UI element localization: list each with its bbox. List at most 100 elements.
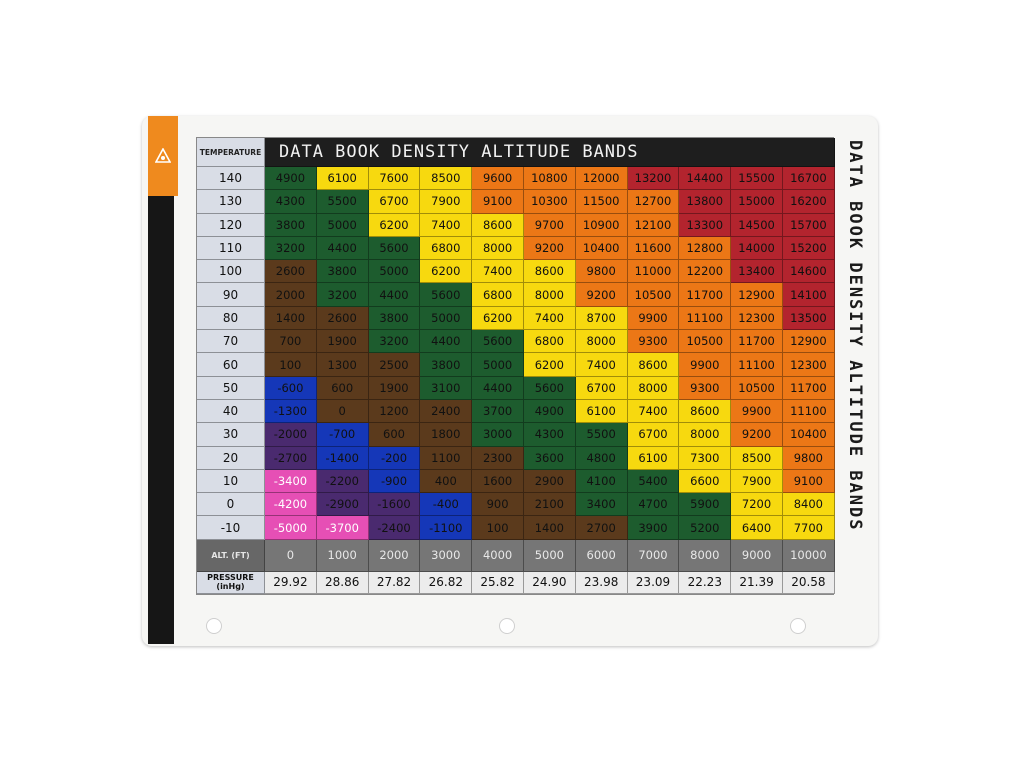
pressure-value: 21.39 — [731, 571, 783, 594]
black-edge-strip — [148, 196, 174, 644]
density-altitude-cell: 6600 — [679, 469, 732, 494]
density-altitude-cell: 11700 — [731, 330, 783, 354]
density-altitude-cell: 9900 — [627, 306, 680, 331]
density-altitude-cell: 8700 — [575, 306, 628, 331]
density-altitude-cell: 1100 — [420, 446, 473, 470]
density-altitude-cell: -400 — [420, 493, 473, 517]
density-altitude-cell: 5500 — [316, 190, 369, 214]
density-altitude-cell: 8000 — [523, 283, 576, 307]
density-altitude-cell: 3600 — [523, 446, 576, 470]
density-altitude-cell: 700 — [265, 330, 317, 354]
pressure-value: 29.92 — [265, 571, 317, 594]
density-altitude-cell: 3000 — [472, 423, 524, 447]
pressure-value: 28.86 — [316, 571, 369, 594]
density-altitude-cell: 8600 — [523, 260, 576, 284]
density-altitude-cell: 4400 — [316, 236, 369, 261]
density-altitude-cell: -2700 — [265, 446, 317, 470]
density-altitude-cell: 4900 — [523, 399, 576, 424]
density-altitude-cell: 9200 — [575, 283, 628, 307]
density-altitude-cell: 8600 — [679, 399, 732, 424]
altitude-tick: 3000 — [420, 539, 473, 572]
density-altitude-cell: 11500 — [575, 190, 628, 214]
density-altitude-cell: 1200 — [368, 399, 421, 424]
binder-hole-middle — [499, 618, 515, 634]
density-altitude-cell: -3400 — [265, 469, 317, 494]
density-altitude-cell: 11000 — [627, 260, 680, 284]
density-altitude-cell: 8000 — [575, 330, 628, 354]
density-altitude-cell: 5500 — [575, 423, 628, 447]
altitude-tick: 10000 — [782, 539, 835, 572]
density-altitude-cell: -5000 — [265, 516, 317, 540]
density-altitude-cell: -2200 — [316, 469, 369, 494]
density-altitude-cell: 3200 — [265, 236, 317, 261]
density-altitude-cell: 100 — [265, 353, 317, 377]
altitude-tick: 6000 — [575, 539, 628, 572]
side-title: DATA BOOK DENSITY ALTITUDE BANDS — [842, 140, 868, 580]
density-altitude-cell: 3700 — [472, 399, 524, 424]
altitude-tick: 1000 — [316, 539, 369, 572]
density-altitude-cell: 15000 — [731, 190, 783, 214]
density-altitude-cell: 4400 — [420, 330, 473, 354]
density-altitude-cell: 9600 — [472, 167, 524, 191]
density-altitude-cell: 15200 — [782, 236, 835, 261]
density-altitude-cell: 8400 — [782, 493, 835, 517]
pressure-label-line2: (inHg) — [216, 582, 245, 592]
density-altitude-cell: 3900 — [627, 516, 680, 540]
density-altitude-cell: 14500 — [731, 213, 783, 237]
temperature-label: 10 — [197, 469, 265, 494]
density-altitude-cell: 5600 — [368, 236, 421, 261]
density-altitude-cell: 13300 — [679, 213, 732, 237]
density-altitude-cell: 1400 — [523, 516, 576, 540]
pressure-value: 23.98 — [575, 571, 628, 594]
density-altitude-cell: 11100 — [782, 399, 835, 424]
density-altitude-cell: 9300 — [679, 376, 732, 400]
density-altitude-cell: 6100 — [316, 167, 369, 191]
density-altitude-cell: 14400 — [679, 167, 732, 191]
orange-edge-tab — [148, 116, 178, 196]
altitude-tick: 4000 — [472, 539, 524, 572]
density-altitude-cell: 12100 — [627, 213, 680, 237]
density-altitude-cell: 7400 — [472, 260, 524, 284]
density-altitude-cell: 6100 — [627, 446, 680, 470]
density-altitude-cell: 1600 — [472, 469, 524, 494]
temperature-label: 0 — [197, 493, 265, 517]
pressure-value: 25.82 — [472, 571, 524, 594]
density-altitude-cell: 5000 — [368, 260, 421, 284]
density-altitude-cell: 5900 — [679, 493, 732, 517]
density-altitude-cell: 3800 — [316, 260, 369, 284]
density-altitude-cell: 3800 — [265, 213, 317, 237]
density-altitude-cell: -1300 — [265, 399, 317, 424]
density-altitude-cell: 10500 — [679, 330, 732, 354]
density-altitude-cell: 6700 — [368, 190, 421, 214]
density-altitude-cell: 900 — [472, 493, 524, 517]
density-altitude-cell: 12300 — [782, 353, 835, 377]
density-altitude-cell: 12900 — [782, 330, 835, 354]
density-altitude-cell: -1400 — [316, 446, 369, 470]
density-altitude-cell: 1900 — [368, 376, 421, 400]
density-altitude-cell: 10900 — [575, 213, 628, 237]
density-altitude-cell: 4300 — [265, 190, 317, 214]
density-altitude-cell: 6700 — [627, 423, 680, 447]
density-altitude-cell: -3700 — [316, 516, 369, 540]
altitude-tick: 0 — [265, 539, 317, 572]
density-altitude-cell: 5000 — [316, 213, 369, 237]
density-altitude-cell: 0 — [316, 399, 369, 424]
pressure-row-label: PRESSURE (inHg) — [197, 571, 265, 594]
density-altitude-cell: 9200 — [523, 236, 576, 261]
density-altitude-cell: 6800 — [420, 236, 473, 261]
density-altitude-cell: 2500 — [368, 353, 421, 377]
pressure-value: 20.58 — [782, 571, 835, 594]
density-altitude-cell: 9900 — [679, 353, 732, 377]
density-altitude-cell: 16200 — [782, 190, 835, 214]
density-altitude-cell: 9100 — [472, 190, 524, 214]
side-title-text: DATA BOOK DENSITY ALTITUDE BANDS — [845, 140, 865, 532]
density-altitude-cell: 3100 — [420, 376, 473, 400]
density-altitude-cell: 12900 — [731, 283, 783, 307]
temperature-label: 130 — [197, 190, 265, 214]
density-altitude-cell: 9900 — [731, 399, 783, 424]
temperature-label: -10 — [197, 516, 265, 540]
density-altitude-cell: 4300 — [523, 423, 576, 447]
density-altitude-cell: 6700 — [575, 376, 628, 400]
density-altitude-cell: 8600 — [472, 213, 524, 237]
density-altitude-cell: 10500 — [627, 283, 680, 307]
